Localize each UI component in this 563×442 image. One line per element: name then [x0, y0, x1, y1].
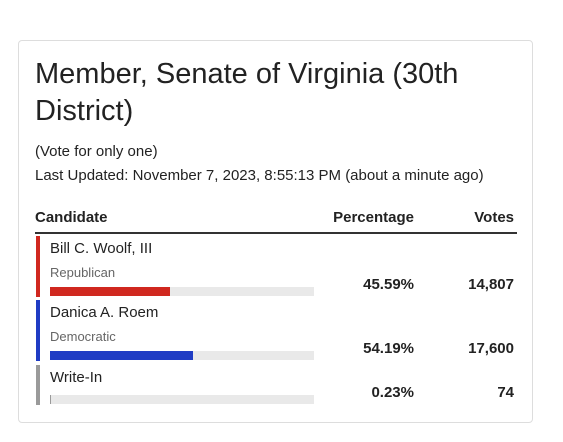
bar [50, 395, 51, 404]
votes: 74 [497, 384, 514, 401]
percentage: 54.19% [363, 340, 414, 357]
votes: 17,600 [468, 340, 514, 357]
header-rule [35, 232, 517, 234]
bar-track [50, 287, 314, 296]
row-accent [36, 300, 40, 361]
percentage: 0.23% [371, 384, 414, 401]
party: Democratic [50, 329, 116, 344]
bar [50, 287, 171, 296]
bar-track [50, 351, 314, 360]
column-header: Percentage [333, 209, 414, 226]
row-accent [36, 365, 40, 405]
vote-note: (Vote for only one) [35, 143, 158, 160]
results-card [18, 40, 533, 423]
bar [50, 351, 194, 360]
votes: 14,807 [468, 276, 514, 293]
candidate-name: Danica A. Roem [50, 304, 159, 321]
last-updated: Last Updated: November 7, 2023, 8:55:13 … [35, 167, 484, 184]
candidate-name: Write-In [50, 369, 103, 386]
percentage: 45.59% [363, 276, 414, 293]
column-header: Votes [474, 209, 514, 226]
bar-track [50, 395, 314, 404]
column-header: Candidate [35, 209, 108, 226]
party: Republican [50, 265, 116, 280]
row-accent [36, 236, 40, 297]
title: Member, Senate of Virginia (30th Distric… [35, 58, 459, 127]
candidate-name: Bill C. Woolf, III [50, 240, 153, 257]
